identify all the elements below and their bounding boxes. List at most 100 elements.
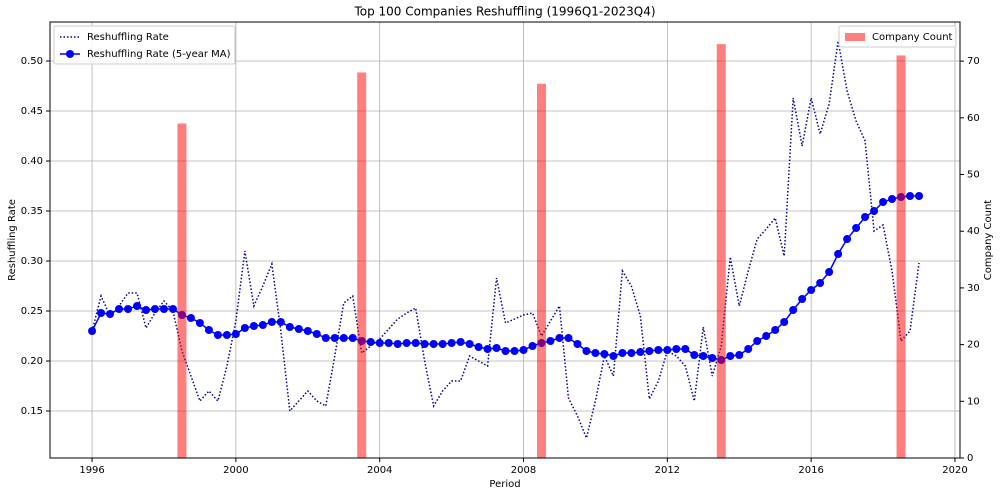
- marker: [906, 192, 915, 200]
- marker: [546, 337, 555, 345]
- marker: [825, 268, 834, 276]
- x-tick-label: 2016: [798, 465, 823, 476]
- marker: [852, 224, 861, 232]
- marker: [681, 345, 690, 353]
- marker: [159, 305, 168, 313]
- marker: [645, 347, 654, 355]
- bar: [536, 83, 546, 458]
- marker: [843, 235, 852, 243]
- marker: [384, 339, 393, 347]
- y2-tick-label: 30: [967, 283, 980, 294]
- marker: [663, 346, 672, 354]
- marker: [492, 344, 501, 352]
- marker: [115, 305, 124, 313]
- marker: [501, 347, 510, 355]
- marker: [672, 345, 681, 353]
- legend-label: Company Count: [872, 32, 953, 43]
- marker: [213, 331, 222, 339]
- marker: [124, 305, 133, 313]
- y-tick-label: 0.15: [21, 406, 43, 417]
- marker: [735, 351, 744, 359]
- marker: [582, 347, 591, 355]
- bar: [177, 123, 187, 459]
- marker: [429, 340, 438, 348]
- marker: [915, 192, 924, 200]
- marker: [816, 279, 825, 287]
- marker: [483, 345, 492, 353]
- y-tick-label: 0.50: [21, 56, 43, 67]
- marker: [699, 352, 708, 360]
- y2-tick-label: 0: [967, 453, 973, 464]
- x-tick-label: 1996: [79, 465, 104, 476]
- marker: [249, 322, 258, 330]
- marker: [330, 334, 339, 342]
- plot-frame: [49, 21, 961, 459]
- y2-axis-label: Company Count: [983, 200, 994, 281]
- chart-title: Top 100 Companies Reshuffling (1996Q1-20…: [353, 5, 655, 19]
- marker: [690, 351, 699, 359]
- bar: [716, 44, 726, 459]
- marker: [861, 213, 870, 221]
- marker: [456, 338, 465, 346]
- marker: [555, 334, 564, 342]
- marker: [267, 318, 276, 326]
- marker: [285, 323, 294, 331]
- legend-marker: [66, 50, 74, 58]
- legend-label: Reshuffling Rate (5-year MA): [87, 49, 231, 60]
- marker: [474, 343, 483, 351]
- x-axis-label: Period: [489, 479, 520, 490]
- marker: [375, 339, 384, 347]
- y2-tick-label: 20: [967, 340, 980, 351]
- y2-tick-label: 10: [967, 396, 980, 407]
- x-tick-label: 2000: [223, 465, 248, 476]
- y-tick-label: 0.25: [21, 306, 43, 317]
- marker: [438, 340, 447, 348]
- marker: [879, 198, 888, 206]
- x-tick-label: 2020: [942, 465, 967, 476]
- marker: [708, 354, 717, 362]
- marker: [106, 310, 115, 318]
- marker: [744, 345, 753, 353]
- marker: [888, 195, 897, 203]
- marker: [393, 340, 402, 348]
- x-tick-label: 2004: [367, 465, 392, 476]
- y2-tick-label: 70: [967, 56, 980, 67]
- marker: [420, 340, 429, 348]
- bar: [357, 72, 367, 459]
- marker: [339, 334, 348, 342]
- y-axis-label: Reshuffling Rate: [7, 199, 18, 281]
- y2-tick-label: 40: [967, 226, 980, 237]
- marker: [465, 340, 474, 348]
- x-tick-label: 2012: [655, 465, 680, 476]
- marker: [519, 346, 528, 354]
- marker: [789, 306, 798, 314]
- marker: [133, 302, 142, 310]
- marker: [294, 325, 303, 333]
- marker: [726, 352, 735, 360]
- marker: [798, 295, 807, 303]
- legend-box: [838, 25, 957, 48]
- marker: [348, 334, 357, 342]
- marker: [573, 340, 582, 348]
- marker: [411, 339, 420, 347]
- legend-label: Reshuffling Rate: [87, 32, 169, 43]
- marker: [600, 350, 609, 358]
- marker: [870, 207, 879, 215]
- marker: [834, 250, 843, 258]
- marker: [807, 286, 816, 294]
- marker: [88, 327, 97, 335]
- marker: [312, 330, 321, 338]
- y2-tick-label: 60: [967, 113, 980, 124]
- marker: [771, 326, 780, 334]
- marker: [762, 332, 771, 340]
- marker: [753, 337, 762, 345]
- marker: [204, 326, 213, 334]
- line: [91, 40, 920, 441]
- y-tick-label: 0.20: [21, 356, 43, 367]
- y-tick-label: 0.30: [21, 256, 43, 267]
- marker: [258, 321, 267, 329]
- legend-swatch: [845, 33, 865, 41]
- bar: [896, 55, 906, 459]
- marker: [618, 349, 627, 357]
